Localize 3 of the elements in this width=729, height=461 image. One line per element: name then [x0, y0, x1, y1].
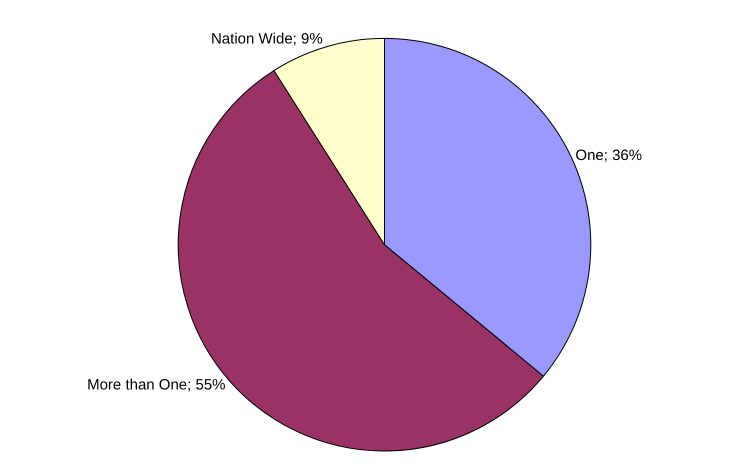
slice-label: One; 36% [575, 146, 642, 164]
slice-label: More than One; 55% [87, 376, 226, 394]
slice-label: Nation Wide; 9% [210, 30, 323, 48]
